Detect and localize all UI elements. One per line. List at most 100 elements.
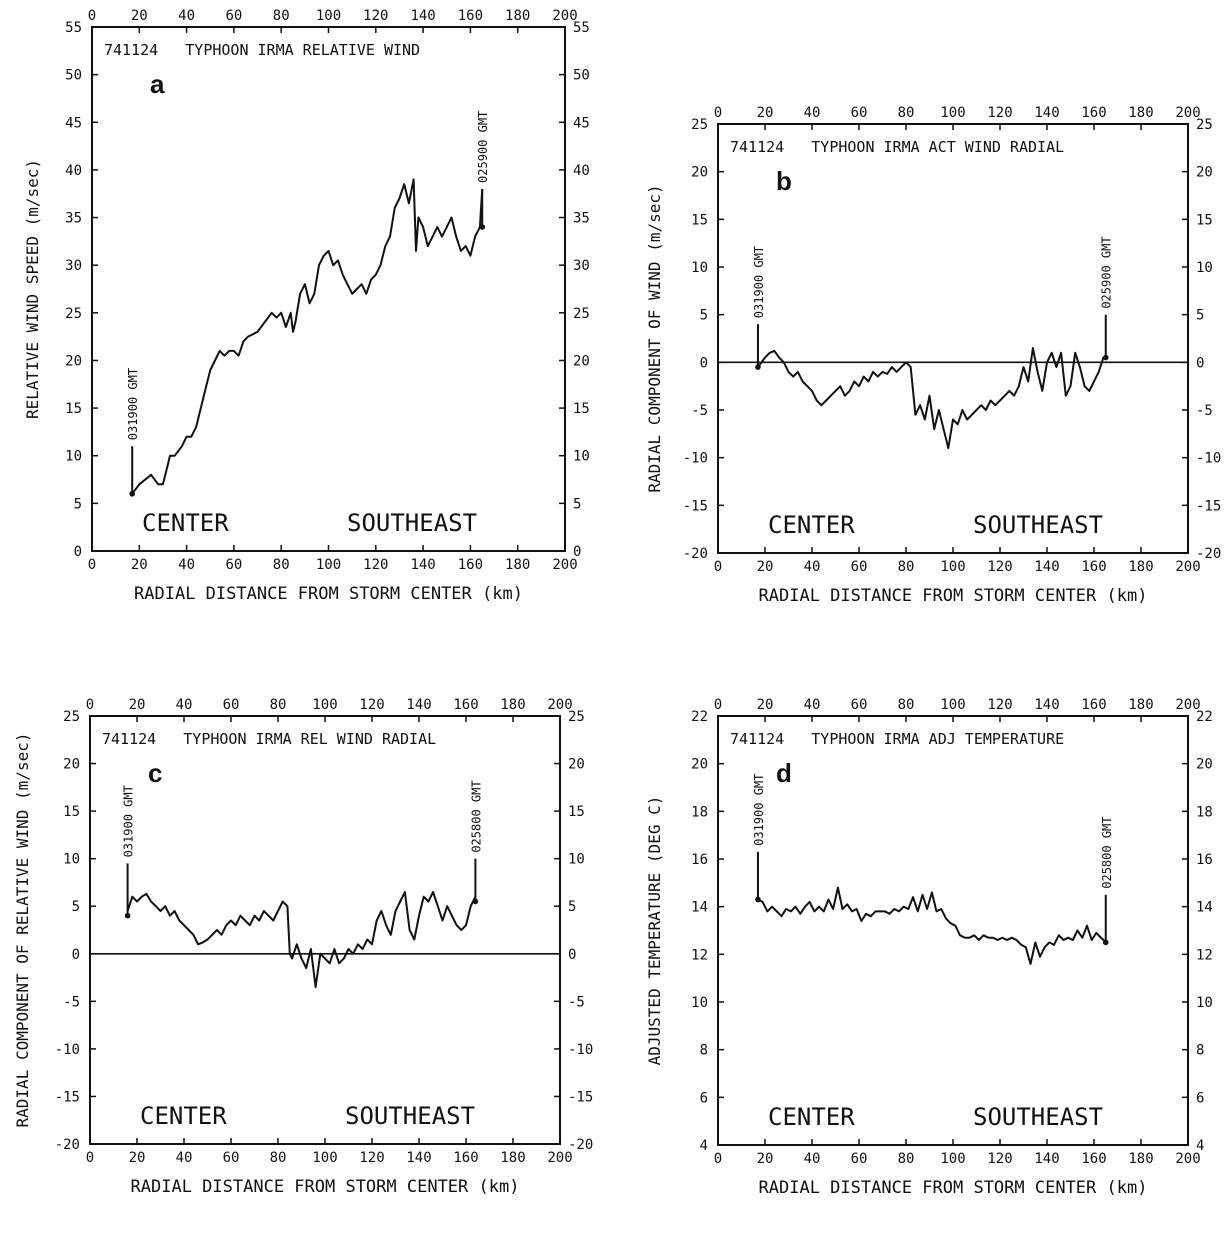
y-tick-label-right: 16 xyxy=(1196,852,1213,868)
y-tick-label: 25 xyxy=(63,709,80,725)
panel-b: 0020204040606080801001001201201401401601… xyxy=(645,105,1221,606)
y-tick-label-right: 45 xyxy=(573,115,590,131)
y-tick-label-right: 5 xyxy=(1196,308,1204,324)
y-tick-label: 14 xyxy=(691,900,708,916)
y-tick-label: 5 xyxy=(700,308,708,324)
y-tick-label-right: -10 xyxy=(568,1042,593,1058)
y-tick-label-right: 0 xyxy=(573,544,581,560)
y-tick-label: 0 xyxy=(72,947,80,963)
y-tick-label: -10 xyxy=(55,1042,80,1058)
series-line xyxy=(757,886,1107,965)
x-tick-label: 80 xyxy=(898,559,915,575)
x-tick-label: 20 xyxy=(131,557,148,573)
x-tick-label-top: 200 xyxy=(552,8,577,24)
region-label-southeast: SOUTHEAST xyxy=(973,1103,1103,1131)
x-tick-label-top: 160 xyxy=(1081,697,1106,713)
y-tick-label: -20 xyxy=(683,546,708,562)
y-tick-label-right: -20 xyxy=(1196,546,1221,562)
y-tick-label-right: 5 xyxy=(573,496,581,512)
x-tick-label: 160 xyxy=(458,557,483,573)
x-tick-label: 100 xyxy=(940,559,965,575)
x-tick-label-top: 40 xyxy=(176,697,193,713)
x-tick-label-top: 180 xyxy=(500,697,525,713)
y-tick-label: 30 xyxy=(65,258,82,274)
y-tick-label: -5 xyxy=(63,994,80,1010)
x-tick-label-top: 60 xyxy=(225,8,242,24)
y-tick-label-right: 50 xyxy=(573,68,590,84)
y-tick-label-right: 12 xyxy=(1196,947,1213,963)
region-label-southeast: SOUTHEAST xyxy=(973,511,1103,539)
y-axis-label: RELATIVE WIND SPEED (m/sec) xyxy=(23,159,42,419)
y-tick-label-right: 40 xyxy=(573,163,590,179)
y-tick-label-right: 20 xyxy=(1196,757,1213,773)
x-tick-label: 80 xyxy=(273,557,290,573)
y-tick-label: 20 xyxy=(691,165,708,181)
y-tick-label: 16 xyxy=(691,852,708,868)
y-axis-label: ADJUSTED TEMPERATURE (DEG C) xyxy=(645,796,664,1066)
x-tick-label: 0 xyxy=(714,1151,722,1167)
x-tick-label-top: 140 xyxy=(1034,105,1059,121)
region-label-center: CENTER xyxy=(768,511,855,539)
y-tick-label-right: 20 xyxy=(573,353,590,369)
x-tick-label-top: 200 xyxy=(1175,697,1200,713)
y-tick-label-right: 15 xyxy=(573,401,590,417)
y-tick-label-right: -5 xyxy=(1196,403,1213,419)
x-tick-label-top: 180 xyxy=(1128,697,1153,713)
region-label-center: CENTER xyxy=(140,1102,227,1130)
region-label-center: CENTER xyxy=(142,509,229,537)
panel-title: 741124 TYPHOON IRMA ADJ TEMPERATURE xyxy=(730,730,1064,748)
x-tick-label: 0 xyxy=(714,559,722,575)
panel-letter: d xyxy=(776,758,792,788)
x-tick-label: 20 xyxy=(129,1150,146,1166)
x-tick-label-top: 20 xyxy=(129,697,146,713)
y-tick-label: 25 xyxy=(65,306,82,322)
x-tick-label: 40 xyxy=(804,559,821,575)
y-tick-label-right: 10 xyxy=(568,852,585,868)
x-tick-label: 200 xyxy=(547,1150,572,1166)
x-tick-label-top: 60 xyxy=(223,697,240,713)
x-tick-label: 20 xyxy=(757,1151,774,1167)
x-tick-label: 140 xyxy=(1034,559,1059,575)
y-axis-label: RADIAL COMPONENT OF WIND (m/sec) xyxy=(645,184,664,492)
y-tick-label: 40 xyxy=(65,163,82,179)
x-tick-label-top: 20 xyxy=(757,697,774,713)
y-axis-label: RADIAL COMPONENT OF RELATIVE WIND (m/sec… xyxy=(13,733,32,1128)
x-tick-label-top: 160 xyxy=(1081,105,1106,121)
y-tick-label-right: 20 xyxy=(1196,165,1213,181)
x-tick-label: 100 xyxy=(316,557,341,573)
x-tick-label-top: 80 xyxy=(270,697,287,713)
x-tick-label: 200 xyxy=(1175,1151,1200,1167)
panel-d: 0 0 20 20 40 40 60 60 80 80 100 100 120 120 140 140 160 1… xyxy=(645,697,1213,1198)
y-tick-label: 0 xyxy=(74,544,82,560)
y-tick-label: 20 xyxy=(65,353,82,369)
y-tick-label-right: 4 xyxy=(1196,1138,1204,1154)
gmt-label: 025900 GMT xyxy=(476,111,490,183)
gmt-label: 025800 GMT xyxy=(1100,817,1114,889)
y-tick-label-right: 5 xyxy=(568,899,576,915)
x-tick-label: 140 xyxy=(1034,1151,1059,1167)
x-tick-label: 120 xyxy=(363,557,388,573)
gmt-label: 031900 GMT xyxy=(752,774,766,846)
region-label-southeast: SOUTHEAST xyxy=(345,1102,475,1130)
x-tick-label: 60 xyxy=(223,1150,240,1166)
x-tick-label: 120 xyxy=(359,1150,384,1166)
y-tick-label-right: 55 xyxy=(573,20,590,36)
y-tick-label: 10 xyxy=(691,260,708,276)
x-tick-label: 180 xyxy=(500,1150,525,1166)
y-tick-label-right: 25 xyxy=(1196,117,1213,133)
x-tick-label: 160 xyxy=(453,1150,478,1166)
x-tick-label-top: 0 xyxy=(86,697,94,713)
x-tick-label: 160 xyxy=(1081,1151,1106,1167)
y-tick-label-right: 0 xyxy=(1196,355,1204,371)
x-tick-label: 120 xyxy=(987,559,1012,575)
y-tick-label: 5 xyxy=(72,899,80,915)
gmt-label: 031900 GMT xyxy=(752,246,766,318)
x-tick-label: 80 xyxy=(898,1151,915,1167)
region-label-center: CENTER xyxy=(768,1103,855,1131)
y-tick-label-right: 6 xyxy=(1196,1090,1204,1106)
gmt-label: 025900 GMT xyxy=(1100,236,1114,308)
y-tick-label: 55 xyxy=(65,20,82,36)
y-tick-label-right: 14 xyxy=(1196,900,1213,916)
x-tick-label: 200 xyxy=(1175,559,1200,575)
